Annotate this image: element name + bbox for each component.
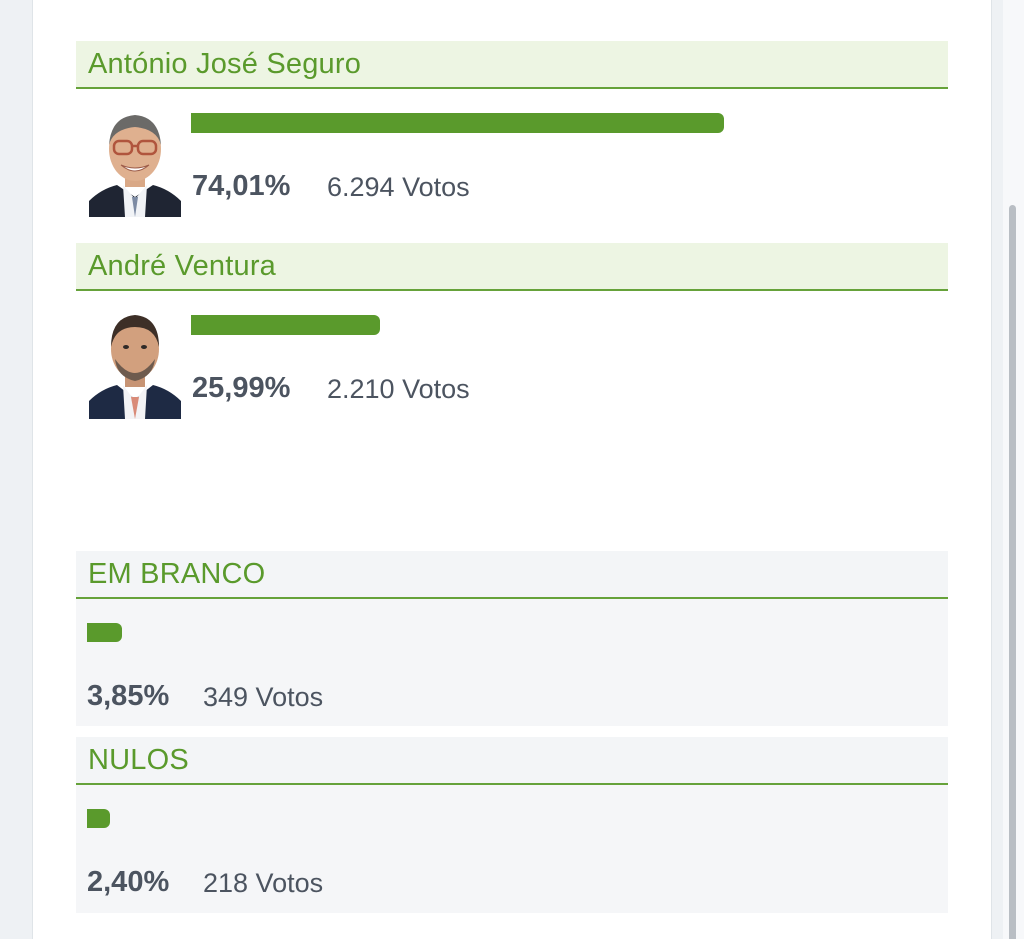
- candidate-name: António José Seguro: [88, 47, 362, 80]
- vote-share-bar: [87, 809, 110, 828]
- vote-count: 6.294 Votos: [327, 172, 470, 202]
- candidate-card: António José Seguro 74,0: [76, 41, 948, 229]
- null-votes-label: NULOS: [88, 743, 189, 776]
- vote-percentage: 25,99%: [192, 372, 291, 404]
- candidate-photo: [89, 307, 181, 419]
- vote-count: 349 Votos: [203, 682, 324, 712]
- null-votes-card: NULOS 2,40% 218 Votos: [76, 737, 948, 913]
- vote-share-bar: [87, 623, 122, 642]
- blank-votes-header: EM BRANCO: [76, 551, 948, 599]
- candidate-body: 74,01% 6.294 Votos: [76, 89, 948, 229]
- candidate-header: André Ventura: [76, 243, 948, 291]
- null-votes-body: 2,40% 218 Votos: [76, 785, 948, 913]
- candidate-body: 25,99% 2.210 Votos: [76, 291, 948, 431]
- vote-percentage: 2,40%: [87, 866, 170, 898]
- blank-votes-label: EM BRANCO: [88, 557, 266, 590]
- vote-percentage: 3,85%: [87, 680, 170, 712]
- vote-count: 2.210 Votos: [327, 374, 470, 404]
- vote-percentage: 74,01%: [192, 170, 291, 202]
- blank-votes-card: EM BRANCO 3,85% 349 Votos: [76, 551, 948, 726]
- scrollbar-thumb[interactable]: [1009, 205, 1016, 939]
- candidate-card: André Ventura 25,99% 2.210 Vo: [76, 243, 948, 431]
- candidate-header: António José Seguro: [76, 41, 948, 89]
- vote-share-bar: [191, 113, 724, 133]
- vote-share-bar: [191, 315, 380, 335]
- blank-votes-body: 3,85% 349 Votos: [76, 599, 948, 726]
- candidate-photo: [89, 105, 181, 217]
- candidate-name: André Ventura: [88, 249, 277, 282]
- null-votes-header: NULOS: [76, 737, 948, 785]
- vote-count: 218 Votos: [203, 868, 324, 898]
